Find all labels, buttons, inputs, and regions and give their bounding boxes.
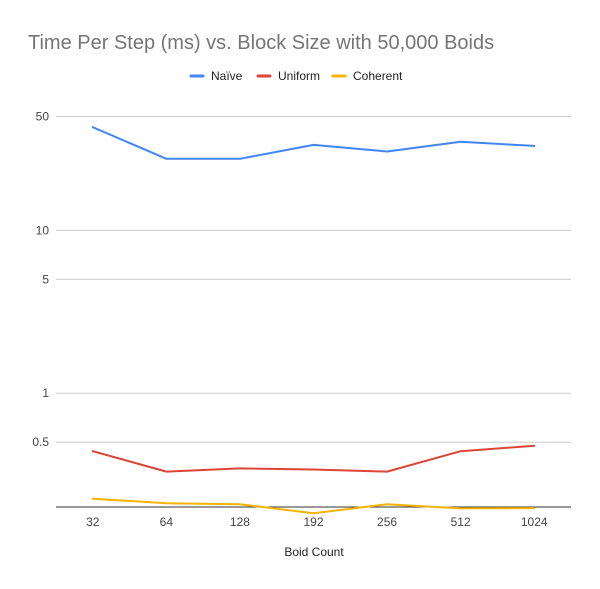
y-tick-label: 1 [42, 386, 49, 400]
y-tick-label: 10 [36, 223, 50, 237]
y-tick-label: 0.5 [32, 435, 49, 449]
chart-title: Time Per Step (ms) vs. Block Size with 5… [28, 32, 494, 54]
legend: Naïve Uniform Coherent [189, 69, 403, 83]
x-axis-ticks: 32 64 128 192 256 512 1024 [86, 515, 548, 529]
y-axis-ticks: 0.5 1 5 10 50 [32, 110, 49, 450]
x-tick-label: 256 [377, 515, 397, 529]
x-tick-label: 192 [303, 515, 323, 529]
x-tick-label: 128 [230, 515, 250, 529]
legend-label: Uniform [278, 69, 320, 83]
series-lines [91, 126, 536, 515]
x-tick-label: 1024 [521, 515, 548, 529]
legend-label: Coherent [353, 69, 403, 83]
series-line-uniform [91, 444, 536, 473]
legend-label: Naïve [211, 69, 243, 83]
series-line-coherent [91, 497, 536, 515]
series-line-na-ve [91, 126, 536, 160]
grid [56, 116, 571, 508]
y-tick-label: 5 [42, 272, 49, 286]
y-tick-label: 50 [36, 110, 50, 124]
x-axis-title: Boid Count [284, 545, 344, 559]
x-tick-label: 32 [86, 515, 100, 529]
x-tick-label: 64 [160, 515, 174, 529]
x-tick-label: 512 [451, 515, 471, 529]
